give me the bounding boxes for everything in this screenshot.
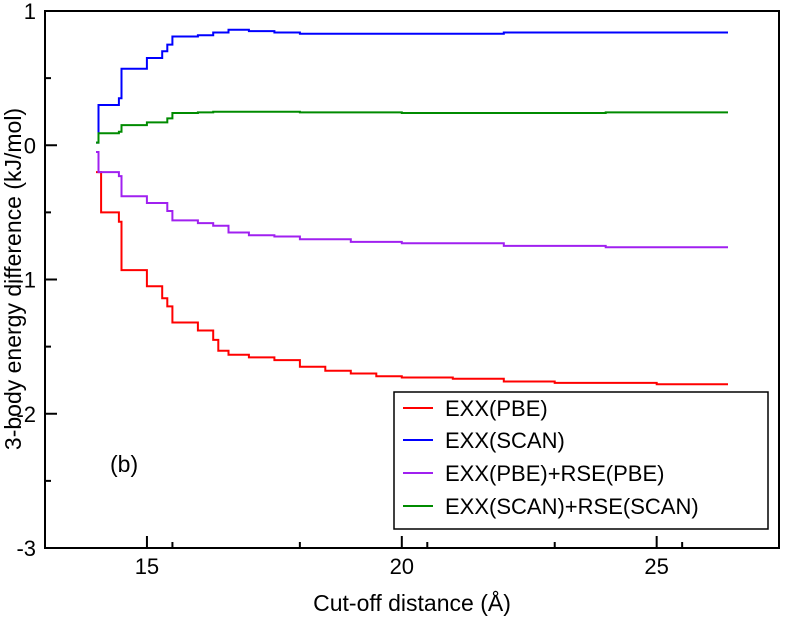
series-line-exx-scan — [96, 28, 728, 144]
x-axis-label: Cut-off distance (Å) — [313, 589, 511, 616]
y-tick-label: -3 — [16, 536, 36, 561]
legend-box — [393, 391, 769, 530]
legend: EXX(PBE) EXX(SCAN) EXX(PBE)+RSE(PBE) EXX… — [393, 391, 769, 530]
series-line-exx-pbe-rse-pbe — [96, 151, 728, 249]
panel-annotation: (b) — [110, 451, 138, 477]
y-tick-label: -1 — [16, 268, 36, 293]
legend-label-exx-pbe-rse-pbe: EXX(PBE)+RSE(PBE) — [445, 461, 664, 486]
series-line-exx-pbe — [96, 171, 728, 386]
legend-label-exx-pbe: EXX(PBE) — [445, 396, 548, 421]
series-layer — [96, 28, 728, 386]
x-tick-label: 20 — [390, 554, 414, 579]
series-line-exx-scan-rse-scan — [96, 110, 728, 144]
y-axis-label: 3-body energy difference (kJ/mol) — [0, 108, 26, 450]
y-tick-label: 1 — [24, 0, 36, 24]
ticks-layer: 15 20 25 -3 -2 -1 0 1 — [16, 0, 684, 579]
x-tick-label: 25 — [644, 554, 668, 579]
y-tick-label: -2 — [16, 402, 36, 427]
legend-label-exx-scan: EXX(SCAN) — [445, 428, 565, 453]
x-tick-label: 15 — [135, 554, 159, 579]
y-tick-label: 0 — [24, 133, 36, 158]
legend-label-exx-scan-rse-scan: EXX(SCAN)+RSE(SCAN) — [445, 494, 699, 519]
